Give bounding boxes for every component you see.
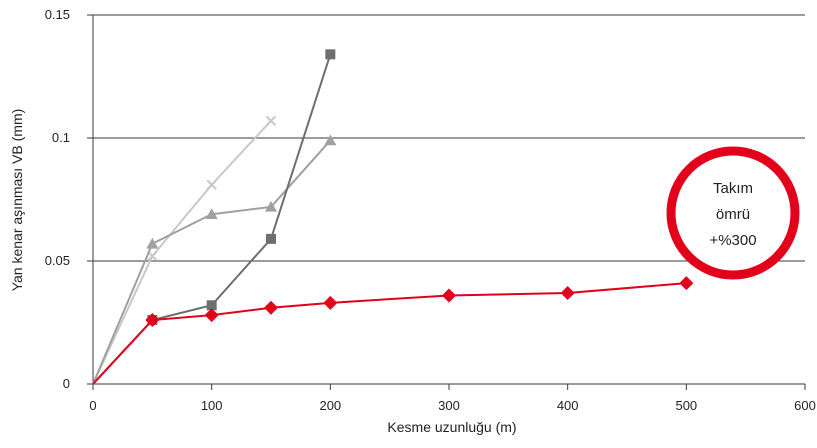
series-line-3 [92, 282, 687, 385]
x-tick-label-2: 200 [319, 398, 341, 413]
x-tick-label-4: 400 [557, 398, 579, 413]
series-2-point-3 [266, 233, 276, 244]
y-tick-label-0: 0 [63, 376, 70, 391]
series-2-point-4 [325, 49, 336, 60]
series-line-1 [92, 139, 332, 385]
series-3-point-6 [560, 285, 575, 300]
x-axis-title: Kesme uzunluğu (m) [387, 419, 516, 435]
tool-life-callout: Takım ömrü +%300 [666, 146, 800, 280]
x-tick-label-0: 0 [89, 398, 96, 413]
series-1-point-4 [324, 134, 337, 146]
series-line-0 [92, 120, 272, 385]
y-tick-label-1: 0.05 [45, 253, 70, 268]
x-tick-label-1: 100 [201, 398, 223, 413]
series-layer [92, 49, 694, 385]
series-3-point-1 [145, 313, 160, 328]
x-tick-label-5: 500 [675, 398, 697, 413]
series-3-point-2 [204, 308, 219, 323]
series-1-point-1 [146, 237, 159, 249]
y-tick-label-2: 0.1 [52, 130, 70, 145]
y-tick-label-3: 0.15 [45, 7, 70, 22]
series-2-point-2 [206, 300, 217, 311]
series-line-2 [92, 54, 332, 385]
x-tick-label-3: 300 [438, 398, 460, 413]
series-1-point-3 [265, 200, 277, 212]
series-1 [92, 134, 337, 385]
series-3-point-5 [442, 288, 456, 303]
tick-labels: 0 0.05 0.1 0.15 0 100 200 300 400 500 600 [45, 7, 816, 413]
series-1-point-2 [205, 208, 218, 220]
x-tick-label-6: 600 [794, 398, 816, 413]
y-axis-title: Yan kenar aşınması VB (mm) [9, 109, 25, 292]
callout-ring [666, 146, 800, 280]
series-0 [92, 115, 277, 385]
series-3-point-7 [679, 276, 694, 291]
series-0-point-3 [265, 115, 277, 126]
gridlines [93, 14, 805, 262]
series-3-point-4 [323, 295, 338, 310]
series-3 [92, 276, 694, 385]
callout-line-3: +%300 [709, 232, 756, 249]
series-3-point-3 [264, 300, 278, 315]
callout-line-2: ömrü [716, 206, 750, 223]
series-0-point-2 [206, 179, 217, 190]
callout-line-1: Takım [713, 180, 753, 197]
